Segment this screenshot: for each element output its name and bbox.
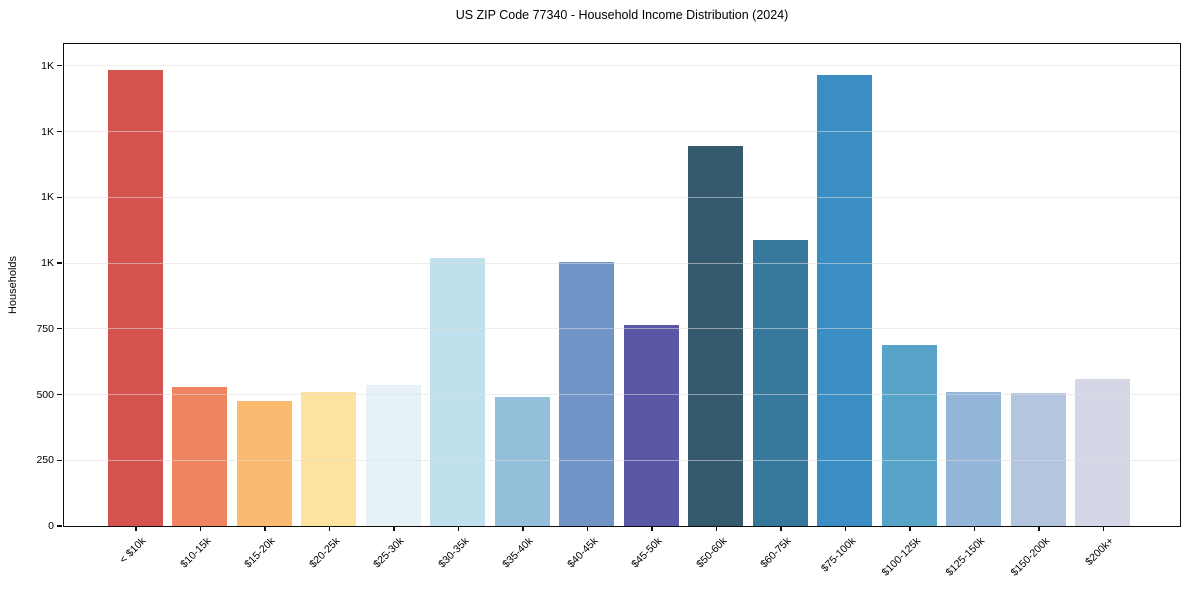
bar-$75-100k	[817, 74, 873, 526]
x-tick-label: < $10k	[117, 535, 149, 566]
x-tick-mark	[1102, 527, 1105, 531]
bar-slot: $25-30k	[361, 44, 426, 570]
bar-$35-40k	[494, 397, 550, 526]
y-tick-label: 1K	[41, 125, 54, 138]
bar-$15-20k	[236, 401, 292, 526]
y-tick-mark	[57, 525, 62, 527]
y-tick-label: 1K	[41, 191, 54, 204]
x-tick-mark	[586, 527, 589, 531]
x-tick-mark	[328, 527, 331, 531]
x-tick-label: $10-15k	[177, 535, 214, 571]
y-tick-mark	[57, 393, 62, 396]
y-tick-label: 250	[36, 454, 54, 467]
bar-$40-45k	[559, 262, 615, 526]
bar-$125-150k	[946, 392, 1002, 526]
bar-slot: $45-50k	[619, 44, 684, 570]
x-tick-label: $60-75k	[758, 535, 794, 571]
x-tick-label: $200k+	[1083, 535, 1117, 569]
plot-area: < $10k $10-15k $15-20k $20-25k $25-30k $30-35…	[36, 43, 1181, 579]
bar-slot: $20-25k	[297, 44, 362, 570]
y-tick-mark	[57, 196, 62, 198]
bar-$20-25k	[301, 392, 357, 526]
x-tick-label: $45-50k	[629, 535, 665, 571]
bar-slot: $35-40k	[490, 44, 555, 570]
y-tick-label: 750	[36, 322, 54, 335]
bar-slot: $30-35k	[426, 44, 491, 570]
y-tick-mark	[57, 262, 62, 264]
x-tick-mark	[135, 527, 137, 531]
bar-slot: $125-150k	[942, 44, 1007, 579]
chart-title: US ZIP Code 77340 - Household Income Dis…	[455, 8, 789, 22]
y-tick-mark	[57, 459, 62, 461]
y-tick-label: 1K	[41, 257, 54, 270]
x-tick-mark	[1038, 527, 1040, 531]
bar-slot: $200k+	[1071, 44, 1136, 568]
y-axis-label: Households	[7, 255, 19, 315]
bar-slot: < $10k	[103, 44, 168, 566]
y-tick-label: 1K	[41, 59, 54, 72]
x-tick-label: $30-35k	[435, 535, 472, 571]
x-tick-label: $15-20k	[242, 535, 278, 571]
x-tick-label: $20-25k	[306, 535, 343, 571]
x-tick-mark	[457, 527, 460, 531]
bar-$60-75k	[752, 240, 808, 526]
x-tick-mark	[522, 527, 524, 531]
bar-slot: $100-125k	[877, 44, 942, 579]
y-axis-label-box: Households	[0, 43, 26, 527]
x-tick-mark	[780, 527, 782, 531]
y-tick-mark	[57, 65, 62, 67]
x-tick-label: $125-150k	[943, 535, 988, 579]
bar-slot: $10-15k	[168, 44, 233, 570]
y-tick-label: 500	[36, 388, 54, 401]
bar-slot: $150-200k	[1006, 44, 1071, 579]
x-tick-mark	[264, 527, 266, 531]
bar-$200k+	[1075, 379, 1131, 526]
x-tick-mark	[715, 527, 718, 531]
x-tick-mark	[973, 527, 976, 531]
y-tick-label: 0	[48, 520, 54, 532]
bar-$10-15k	[172, 387, 228, 526]
x-tick-mark	[393, 527, 395, 531]
x-tick-mark	[909, 527, 911, 531]
bar-slot: $60-75k	[748, 44, 813, 570]
bar-slot: $15-20k	[232, 44, 297, 570]
x-tick-label: $100-125k	[879, 535, 923, 579]
x-tick-label: $75-100k	[818, 535, 859, 575]
bar-$30-35k	[430, 258, 486, 526]
y-tick-mark	[57, 130, 62, 133]
bar-$45-50k	[623, 324, 679, 526]
x-tick-label: $50-60k	[693, 535, 730, 571]
bars-container: < $10k $10-15k $15-20k $20-25k $25-30k $30-35…	[64, 44, 1180, 579]
y-tick-mark	[57, 328, 62, 330]
x-tick-mark	[651, 527, 653, 531]
bar-$100-125k	[881, 344, 937, 526]
bar-slot: $50-60k	[684, 44, 749, 570]
x-tick-mark	[844, 527, 847, 531]
x-tick-label: $25-30k	[371, 535, 407, 571]
bar-< $10k	[107, 69, 163, 526]
x-tick-label: $40-45k	[564, 535, 601, 571]
bar-$25-30k	[365, 385, 421, 526]
bar-slot: $75-100k	[813, 44, 878, 574]
bar-$150-200k	[1010, 393, 1066, 526]
bar-slot: $40-45k	[555, 44, 620, 570]
x-tick-label: $35-40k	[500, 535, 536, 571]
bar-$50-60k	[688, 146, 744, 526]
x-tick-label: $150-200k	[1008, 535, 1052, 579]
x-tick-mark	[199, 527, 202, 531]
